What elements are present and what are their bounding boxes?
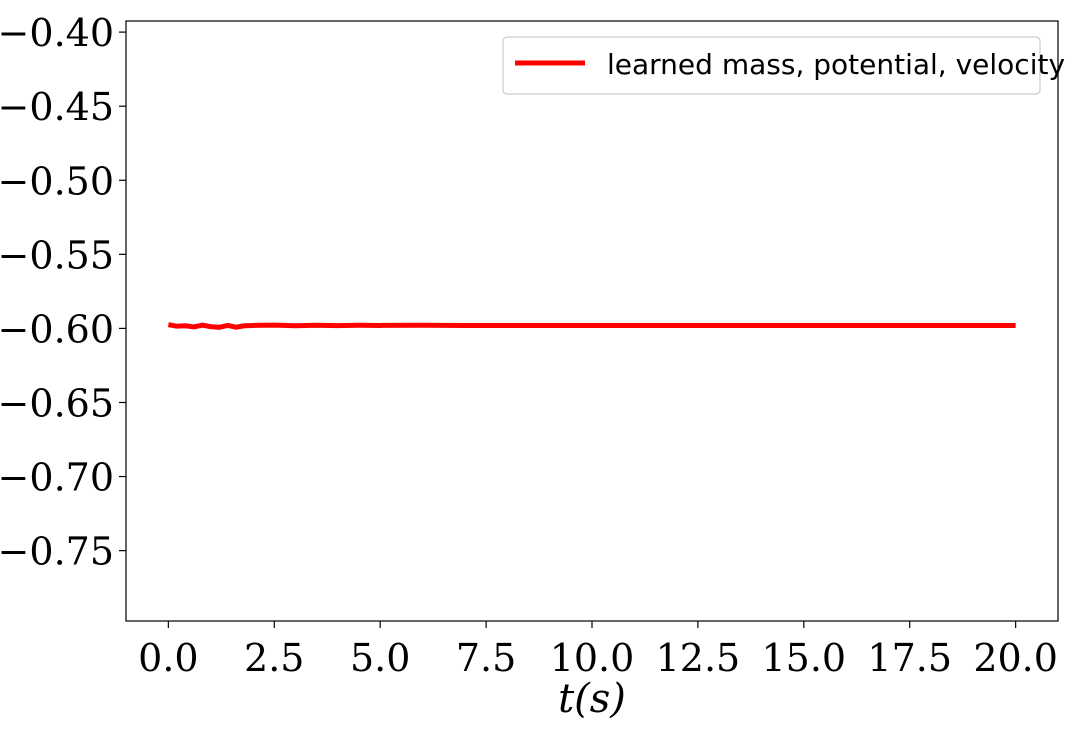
x-tick-label: 17.5 (867, 636, 952, 680)
x-tick-label: 2.5 (244, 636, 304, 680)
y-tick-label: −0.65 (0, 381, 114, 425)
x-tick-label: 10.0 (550, 636, 635, 680)
y-tick-label: −0.40 (0, 11, 114, 55)
y-tick-label: −0.45 (0, 85, 114, 129)
x-tick-label: 12.5 (656, 636, 741, 680)
x-tick-label: 5.0 (350, 636, 410, 680)
y-tick-label: −0.60 (0, 307, 114, 351)
legend-box (502, 36, 1041, 95)
y-tick-label: −0.70 (0, 456, 114, 500)
y-tick-label: −0.75 (0, 530, 114, 574)
legend: learned mass, potential, velocity (502, 36, 1065, 95)
x-tick-label: 0.0 (138, 636, 198, 680)
y-tick-label: −0.50 (0, 159, 114, 203)
series-layer (167, 322, 1016, 330)
x-tick-label: 15.0 (762, 636, 847, 680)
x-tick-label: 7.5 (456, 636, 516, 680)
plot-frame (125, 20, 1059, 622)
series-line-learned (167, 322, 1016, 330)
x-tick-label: 20.0 (973, 636, 1058, 680)
ticks-layer: 0.0 2.5 5.0 7.5 10.0 12.5 15.0 17.5 20.0 −0.40 −0.… (0, 11, 1058, 680)
y-tick-label: −0.55 (0, 233, 114, 277)
legend-label-learned: learned mass, potential, velocity (607, 48, 1065, 81)
x-axis-label: t(s) (558, 676, 626, 722)
